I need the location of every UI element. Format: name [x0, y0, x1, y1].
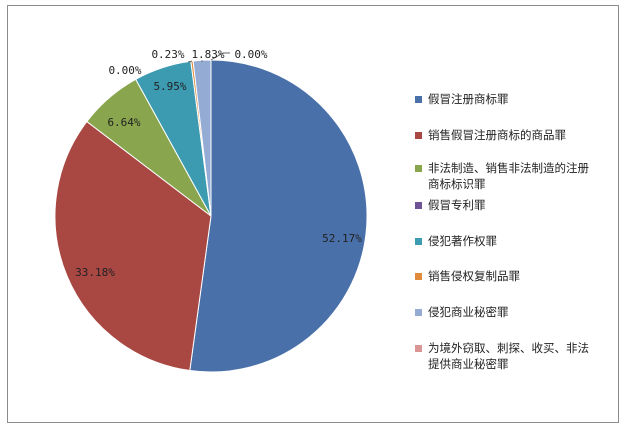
pie-slice	[192, 59, 212, 217]
data-label: 0.00%	[108, 64, 141, 77]
legend-item: 非法制造、销售非法制造的注册 商标标识罪	[413, 160, 625, 192]
legend-item: 销售假冒注册商标的商品罪	[413, 127, 625, 143]
data-label: 0.00%	[234, 48, 267, 61]
legend-item: 为境外窃取、刺探、收买、非法 提供商业秘密罪	[413, 340, 625, 372]
legend-label: 假冒专利罪	[428, 198, 486, 212]
pie-slice	[54, 120, 212, 372]
legend-label: 假冒注册商标罪	[428, 92, 509, 106]
legend: 假冒注册商标罪销售假冒注册商标的商品罪非法制造、销售非法制造的注册 商标标识罪假冒…	[413, 91, 625, 372]
data-label: 33.18%	[75, 266, 115, 279]
legend-item: 假冒注册商标罪	[413, 91, 625, 107]
legend-label: 商标标识罪	[428, 177, 486, 191]
leader-line	[210, 52, 230, 61]
legend-swatch	[415, 238, 422, 245]
data-labels: 52.17% 33.18% 6.64% 0.00% 5.95% 0.23% 1.83% 0.0…	[75, 48, 362, 279]
leader-lines	[187, 52, 230, 63]
chart-frame: 52.17% 33.18% 6.64% 0.00% 5.95% 0.23% 1.83% 0.0…	[7, 5, 619, 423]
pie-chart: 52.17% 33.18% 6.64% 0.00% 5.95% 0.23% 1.83% 0.0…	[54, 48, 368, 373]
legend-swatch	[415, 132, 422, 139]
legend-item: 侵犯商业秘密罪	[413, 304, 625, 320]
legend-label: 非法制造、销售非法制造的注册	[428, 161, 589, 175]
legend-item: 侵犯著作权罪	[413, 233, 625, 249]
legend-item: 销售侵权复制品罪	[413, 268, 625, 284]
legend-swatch	[415, 96, 422, 103]
legend-label: 提供商业秘密罪	[428, 357, 509, 371]
legend-label: 为境外窃取、刺探、收买、非法	[428, 341, 589, 355]
legend-label: 销售侵权复制品罪	[428, 269, 520, 283]
legend-label: 销售假冒注册商标的商品罪	[428, 128, 566, 142]
data-label: 0.23%	[151, 48, 184, 61]
legend-item: 假冒专利罪	[413, 197, 625, 213]
data-label: 5.95%	[153, 80, 186, 93]
legend-label: 侵犯著作权罪	[428, 234, 497, 248]
pie-slices	[54, 59, 368, 373]
legend-label: 侵犯商业秘密罪	[428, 305, 509, 319]
pie-slice	[189, 59, 368, 373]
legend-swatch	[415, 202, 422, 209]
legend-swatch	[415, 309, 422, 316]
legend-swatch	[415, 345, 422, 352]
legend-swatch	[415, 273, 422, 280]
leader-line	[187, 60, 193, 63]
legend-swatch	[415, 165, 422, 172]
data-label: 52.17%	[322, 232, 362, 245]
data-label: 1.83%	[191, 48, 224, 61]
data-label: 6.64%	[107, 116, 140, 129]
